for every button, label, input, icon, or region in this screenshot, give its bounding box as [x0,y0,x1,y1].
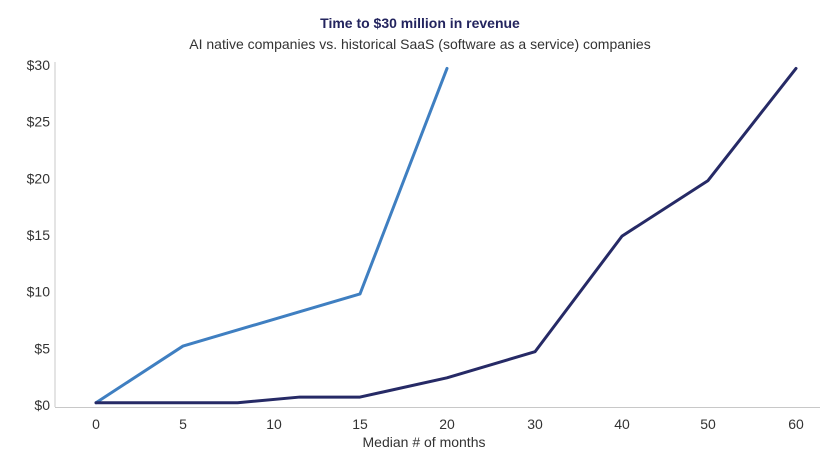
y-tick-label: $0 [34,397,50,413]
y-tick-labels: $0 $5 $10 $15 $20 $25 $30 [27,57,51,413]
series-line-1 [94,66,449,405]
x-tick-label: 5 [179,416,187,432]
series-lines [94,66,798,405]
x-tick-label: 15 [352,416,368,432]
y-tick-label: $5 [34,340,50,356]
x-tick-label: 0 [92,416,100,432]
x-axis-label: Median # of months [363,434,486,450]
y-tick-label: $30 [27,57,51,73]
x-tick-label: 30 [527,416,543,432]
y-tick-label: $10 [27,284,51,300]
y-tick-label: $15 [27,227,51,243]
x-tick-label: 40 [614,416,630,432]
x-tick-label: 60 [788,416,804,432]
chart-title: Time to $30 million in revenue [320,15,520,31]
y-tick-label: $20 [27,170,51,186]
chart-subtitle: AI native companies vs. historical SaaS … [189,36,651,52]
x-tick-label: 20 [439,416,455,432]
x-tick-label: 50 [700,416,716,432]
series-line-2 [94,66,798,405]
x-tick-labels: 0 5 10 15 20 30 40 50 60 [92,416,804,432]
y-tick-label: $25 [27,114,51,130]
x-tick-label: 10 [266,416,282,432]
